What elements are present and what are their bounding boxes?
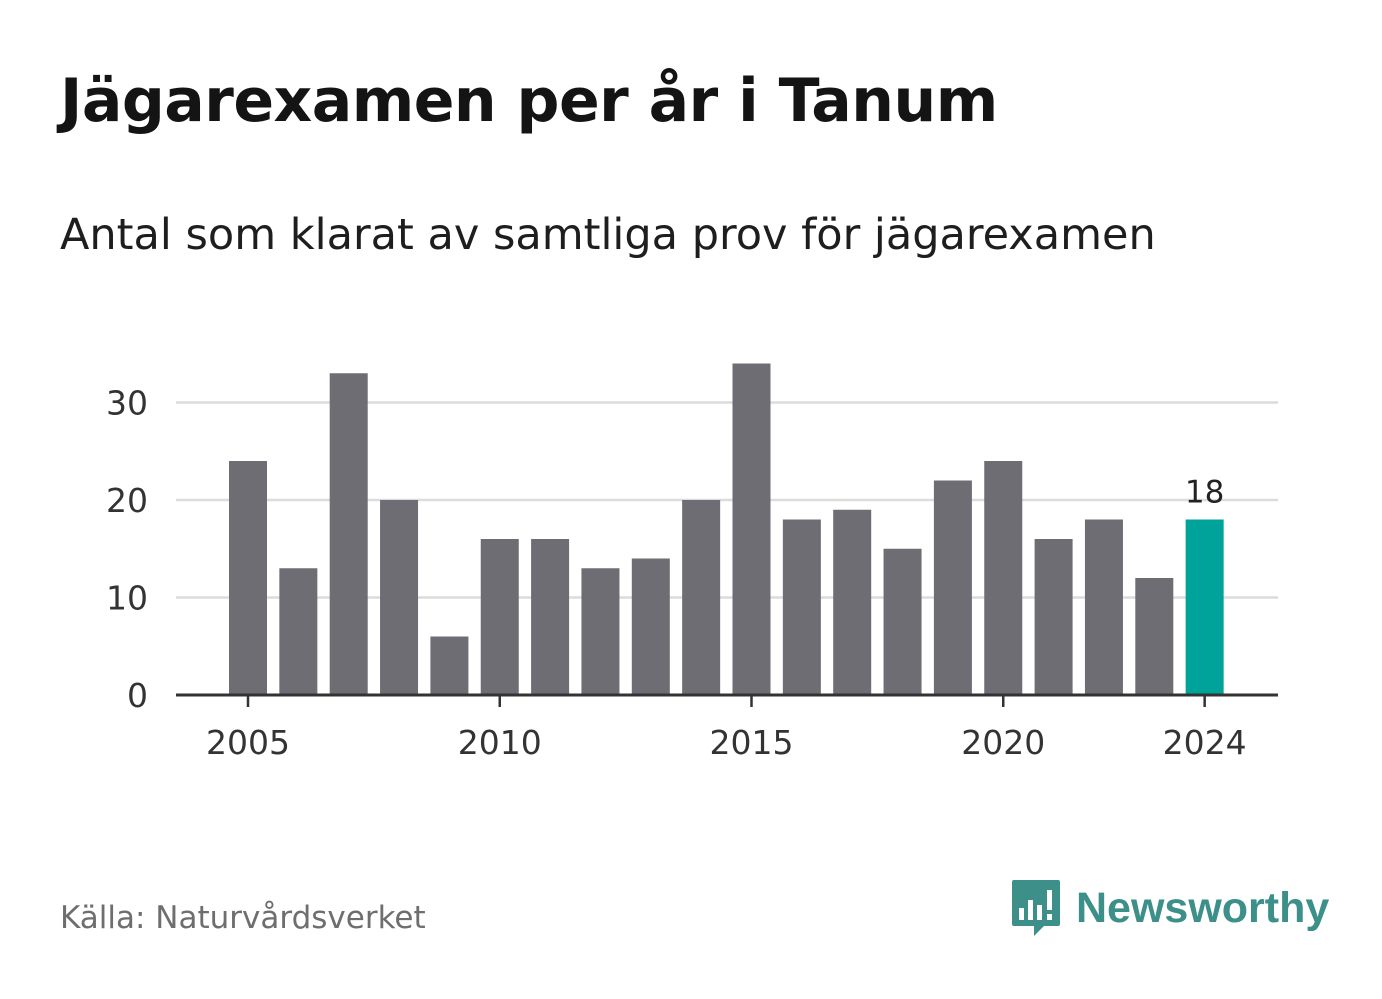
bar (782, 519, 821, 695)
y-tick-label: 20 (106, 481, 148, 520)
bar (279, 568, 318, 695)
bar (682, 500, 721, 695)
x-tick-label: 2005 (206, 723, 290, 762)
y-tick-label: 10 (106, 579, 148, 618)
brand-logo[interactable]: Newsworthy (1010, 878, 1329, 938)
bar (380, 500, 419, 695)
bar (883, 548, 922, 695)
x-tick-label: 2015 (710, 723, 794, 762)
bar (1034, 539, 1073, 695)
bar (229, 461, 267, 695)
bar-value-label: 18 (1185, 475, 1224, 511)
bar-highlight (1185, 519, 1224, 695)
x-tick-label: 2010 (458, 723, 542, 762)
chart-subtitle: Antal som klarat av samtliga prov för jä… (60, 210, 1156, 260)
bar (732, 363, 771, 695)
bar (480, 539, 519, 695)
bar (1084, 519, 1123, 695)
bar (933, 480, 972, 695)
x-tick-label: 2020 (961, 723, 1045, 762)
bar (329, 373, 368, 695)
chart-title: Jägarexamen per år i Tanum (60, 66, 998, 136)
brand-name: Newsworthy (1076, 883, 1330, 932)
y-tick-label: 0 (127, 676, 148, 715)
bar (984, 461, 1023, 695)
bar (531, 539, 570, 695)
source-note: Källa: Naturvårdsverket (60, 900, 426, 936)
bar (833, 509, 872, 695)
x-tick-label: 2024 (1163, 723, 1247, 762)
bar-layer: 18 (229, 363, 1224, 695)
bar (581, 568, 620, 695)
axis-layer: 0 10 20 30 2005 2010 2015 2020 2024 (106, 384, 1278, 762)
bar (1135, 578, 1174, 695)
chart-bubble-icon (1012, 880, 1060, 936)
bar (430, 636, 469, 695)
y-tick-label: 30 (106, 384, 148, 423)
bar (631, 558, 670, 695)
